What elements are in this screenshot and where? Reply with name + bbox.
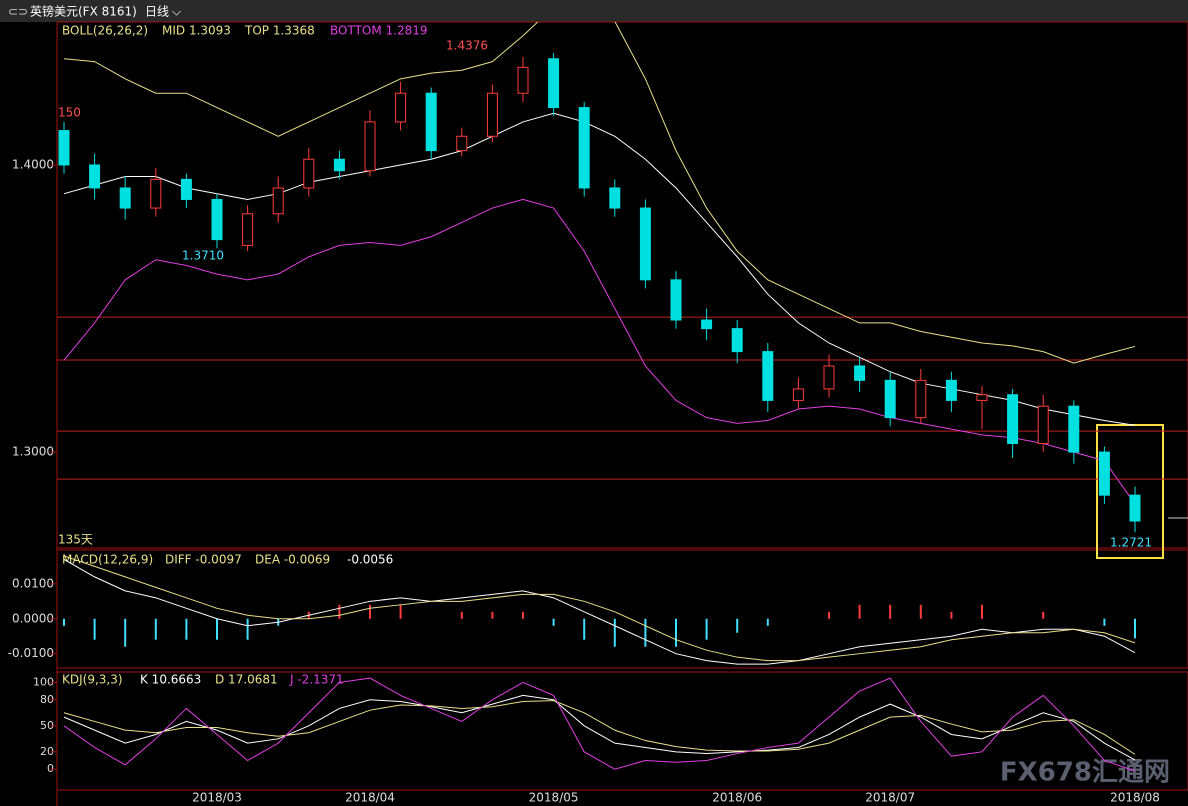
legend-diff: DIFF -0.0097 [165, 553, 242, 567]
candle-body [58, 130, 70, 166]
candle-body [211, 198, 223, 241]
high-label: 1.4376 [446, 39, 488, 53]
low-label: 1.2721 [1110, 536, 1152, 550]
candle-body [762, 351, 774, 401]
legend-d: D 17.0681 [215, 673, 278, 687]
indicator-name: BOLL(26,26,2) [62, 24, 148, 38]
candle-body [333, 158, 345, 172]
y-tick-label: -0.0100 [8, 646, 54, 660]
candle-body [945, 379, 957, 401]
candle-body [1098, 451, 1110, 496]
indicator-line [63, 555, 1136, 662]
indicator-line [63, 694, 1136, 761]
legend-dea: DEA -0.0069 [255, 553, 330, 567]
candle-body [639, 207, 651, 281]
indicator-line [63, 558, 1136, 665]
x-tick-label: 2018/06 [712, 791, 762, 805]
indicator-line [63, 677, 1136, 772]
candle-body [364, 121, 376, 172]
candle-body [548, 58, 560, 109]
x-tick-label: 2018/07 [865, 791, 915, 805]
legend-top: TOP 1.3368 [244, 24, 315, 38]
candle-body [517, 66, 529, 94]
candle-body [792, 388, 804, 401]
legend-hist: -0.0056 [347, 553, 393, 567]
y-tick-label: 0.0100 [12, 576, 54, 590]
candle-body [823, 365, 835, 390]
candle-body [976, 394, 988, 401]
candle-body [395, 92, 407, 123]
macd-panel [56, 549, 1188, 669]
candle-body [150, 178, 162, 209]
y-tick-label: 50 [40, 719, 54, 732]
candle-body [731, 328, 743, 353]
indicator-name: KDJ(9,3,3) [62, 673, 123, 687]
candle-body [884, 379, 896, 419]
count-label: 135天 [58, 533, 93, 547]
price-panel [56, 21, 1188, 549]
period[interactable]: 日线 [145, 5, 169, 19]
period-dropdown[interactable]: ⌵ [172, 5, 181, 19]
candle-body [303, 158, 315, 189]
candle-body [578, 107, 590, 189]
y-tick-label: 0.0000 [12, 611, 54, 625]
candle-body [1037, 405, 1049, 444]
candle-body [486, 92, 498, 137]
y-tick-label: 1.3000 [12, 445, 54, 459]
candle-body [119, 187, 131, 209]
legend-j: J -2.1371 [289, 673, 344, 687]
low-label: 1.3710 [182, 249, 224, 263]
x-tick-label: 2018/04 [345, 791, 395, 805]
y-tick-label: 100 [33, 675, 54, 688]
candle-body [854, 365, 866, 381]
candle-body [425, 92, 437, 152]
indicator-line [63, 700, 1136, 755]
candle-body [701, 319, 713, 330]
x-tick-label: 2018/05 [529, 791, 579, 805]
candle-body [180, 178, 192, 200]
y-tick-label: 80 [40, 693, 54, 706]
legend-k: K 10.6663 [140, 673, 201, 687]
candle-body [89, 164, 101, 189]
candle-body [242, 213, 254, 246]
title-bar [0, 0, 1188, 22]
count-label: 150 [58, 106, 81, 120]
legend-mid: MID 1.3093 [162, 24, 231, 38]
candle-body [1068, 405, 1080, 453]
x-tick-label: 2018/08 [1110, 791, 1160, 805]
y-tick-label: 20 [40, 745, 54, 758]
watermark: FX678汇通网 [1000, 758, 1170, 788]
candle-body [456, 135, 468, 152]
indicator-line [63, 22, 1136, 364]
symbol[interactable]: 英镑美元(FX 8161) [30, 4, 137, 19]
indicator-line [63, 198, 1136, 505]
candle-body [609, 187, 621, 209]
candle-body [1007, 394, 1019, 444]
indicator-line [63, 112, 1136, 426]
candle-body [670, 279, 682, 321]
legend-bottom: BOTTOM 1.2819 [330, 24, 428, 38]
candle-body [915, 379, 927, 419]
x-tick-label: 2018/03 [192, 791, 242, 805]
candle-body [272, 187, 284, 215]
candle-body [1129, 494, 1141, 522]
y-tick-label: 1.4000 [12, 157, 54, 171]
icon[interactable]: ⊂⊃ [8, 5, 28, 19]
